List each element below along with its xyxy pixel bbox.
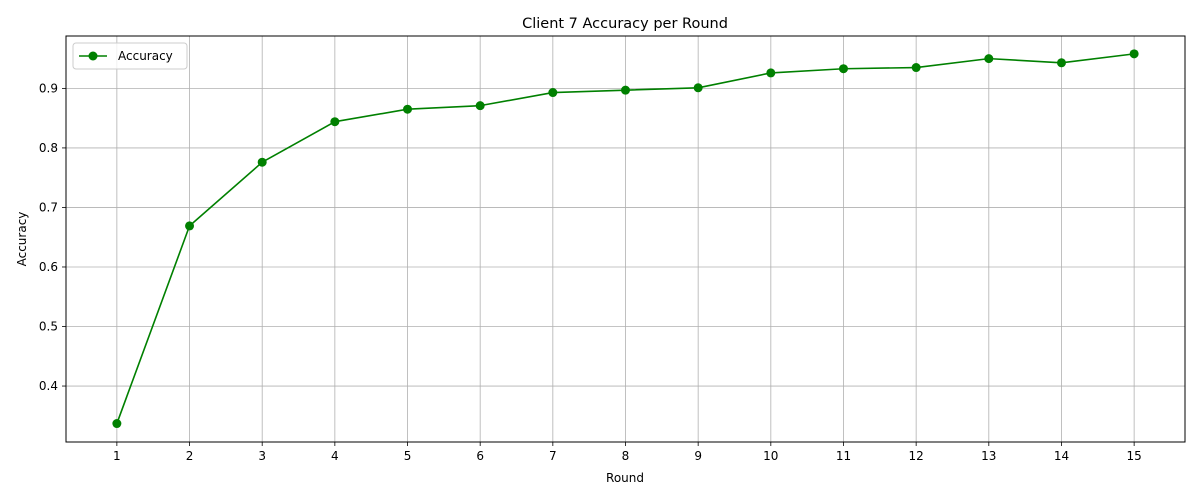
x-axis-ticks: 1 2 3 4 5 6 7 8 9 10 11 12 13 14 15 — [113, 442, 1142, 463]
x-tick-label: 1 — [113, 449, 121, 463]
data-point — [1129, 49, 1139, 59]
y-tick-label: 0.7 — [39, 200, 58, 214]
x-axis-label: Round — [606, 471, 644, 485]
grid-lines — [66, 36, 1185, 442]
legend-label-accuracy: Accuracy — [118, 49, 173, 63]
legend-box — [72, 42, 188, 70]
x-tick-label: 10 — [763, 449, 778, 463]
data-point — [838, 64, 848, 74]
x-tick-label: 8 — [622, 449, 630, 463]
data-point — [621, 85, 630, 95]
y-tick-label: 0.9 — [39, 81, 58, 95]
x-tick-label: 4 — [331, 449, 339, 463]
data-point — [984, 54, 994, 64]
y-tick-label: 0.5 — [39, 320, 58, 334]
data-point — [185, 221, 195, 231]
x-tick-label: 3 — [258, 449, 266, 463]
x-tick-label: 15 — [1126, 449, 1141, 463]
legend-marker-swatch — [88, 51, 98, 61]
x-tick-label: 14 — [1054, 449, 1069, 463]
x-tick-label: 7 — [549, 449, 557, 463]
data-point — [257, 157, 267, 167]
y-tick-label: 0.4 — [39, 379, 58, 393]
legend: Accuracy — [72, 42, 188, 70]
data-point — [330, 117, 340, 127]
y-axis-ticks: 0.4 0.5 0.6 0.7 0.8 0.9 — [39, 81, 66, 393]
data-point — [403, 104, 413, 114]
y-tick-label: 0.8 — [39, 141, 58, 155]
y-axis-label: Accuracy — [15, 212, 29, 267]
data-point — [1056, 58, 1066, 68]
x-tick-label: 9 — [694, 449, 702, 463]
series-layer — [112, 49, 1139, 429]
data-point — [475, 101, 485, 111]
chart-title: Client 7 Accuracy per Round — [522, 16, 728, 32]
x-tick-label: 6 — [476, 449, 484, 463]
y-tick-label: 0.6 — [39, 260, 58, 274]
data-point — [112, 419, 122, 429]
x-tick-label: 12 — [909, 449, 924, 463]
data-point — [693, 83, 703, 93]
x-tick-label: 2 — [186, 449, 194, 463]
data-point — [766, 68, 776, 78]
x-tick-label: 5 — [404, 449, 412, 463]
data-point — [911, 63, 921, 73]
x-tick-label: 11 — [836, 449, 851, 463]
data-point — [548, 88, 558, 98]
x-tick-label: 13 — [981, 449, 996, 463]
